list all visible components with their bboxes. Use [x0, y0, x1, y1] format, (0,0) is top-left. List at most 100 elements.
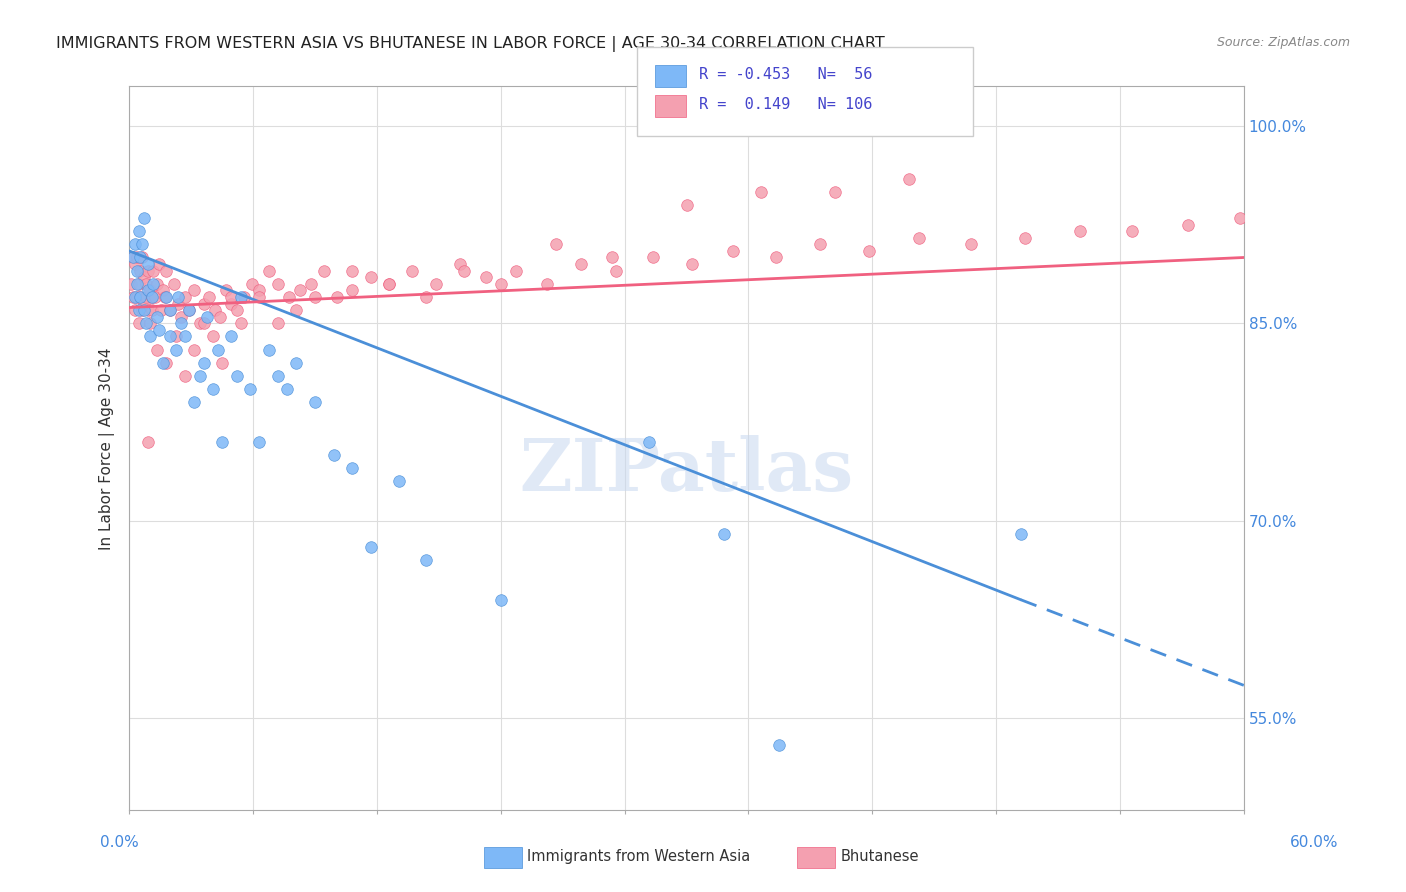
Point — [198, 290, 221, 304]
Point — [489, 277, 512, 291]
Text: ZIPatlas: ZIPatlas — [519, 434, 853, 506]
Point — [233, 290, 256, 304]
Text: Source: ZipAtlas.com: Source: ZipAtlas.com — [1216, 36, 1350, 49]
Point — [713, 527, 735, 541]
Point — [475, 270, 498, 285]
Point — [285, 356, 308, 370]
Point — [122, 251, 145, 265]
Point — [360, 540, 382, 554]
Point — [120, 277, 142, 291]
Point — [142, 263, 165, 277]
Point — [1121, 224, 1143, 238]
Point — [267, 368, 290, 383]
Point — [174, 290, 197, 304]
Point — [132, 296, 155, 310]
Point — [340, 284, 363, 298]
Point — [155, 263, 177, 277]
Point — [247, 290, 270, 304]
Point — [641, 251, 664, 265]
Point — [201, 382, 224, 396]
Point — [159, 303, 181, 318]
Point — [142, 277, 165, 291]
Point — [195, 310, 218, 324]
Point — [165, 329, 187, 343]
Point — [401, 263, 423, 277]
Point — [749, 185, 772, 199]
Text: R =  0.149   N= 106: R = 0.149 N= 106 — [699, 97, 872, 112]
Point — [132, 270, 155, 285]
Point — [221, 290, 243, 304]
Point — [204, 303, 226, 318]
Text: 0.0%: 0.0% — [100, 836, 139, 850]
Point — [146, 310, 169, 324]
Point — [153, 290, 176, 304]
Point — [378, 277, 401, 291]
Point — [193, 296, 215, 310]
Point — [267, 277, 290, 291]
Point — [425, 277, 447, 291]
Y-axis label: In Labor Force | Age 30-34: In Labor Force | Age 30-34 — [100, 347, 115, 549]
Point — [340, 461, 363, 475]
Point — [129, 263, 152, 277]
Point — [131, 237, 153, 252]
Point — [131, 303, 153, 318]
Point — [136, 263, 159, 277]
Point — [141, 290, 163, 304]
Text: 60.0%: 60.0% — [1291, 836, 1339, 850]
Point — [314, 263, 336, 277]
Point — [247, 434, 270, 449]
Point — [138, 329, 160, 343]
Point — [174, 329, 197, 343]
Point — [163, 277, 186, 291]
Point — [1069, 224, 1091, 238]
Point — [125, 290, 148, 304]
Point — [141, 303, 163, 318]
Point — [299, 277, 322, 291]
Point — [193, 316, 215, 330]
Point — [449, 257, 471, 271]
Point — [387, 475, 409, 489]
Point — [128, 224, 150, 238]
Point — [1177, 218, 1199, 232]
Point — [122, 251, 145, 265]
Point — [128, 316, 150, 330]
Point — [505, 263, 527, 277]
Point — [276, 382, 298, 396]
Point — [207, 343, 229, 357]
Point — [146, 277, 169, 291]
Point — [229, 316, 252, 330]
Point — [226, 368, 249, 383]
Point — [229, 290, 252, 304]
Point — [159, 303, 181, 318]
Point — [125, 251, 148, 265]
Point — [129, 290, 152, 304]
Point — [135, 316, 157, 330]
Point — [135, 290, 157, 304]
Point — [132, 303, 155, 318]
Point — [129, 251, 152, 265]
Point — [125, 277, 148, 291]
Point — [177, 303, 200, 318]
Point — [360, 270, 382, 285]
Point — [278, 290, 301, 304]
Point — [453, 263, 475, 277]
Point — [170, 310, 193, 324]
Point — [177, 303, 200, 318]
Point — [159, 329, 181, 343]
Point — [221, 296, 243, 310]
Point — [132, 211, 155, 225]
Point — [304, 395, 326, 409]
Point — [247, 284, 270, 298]
Point — [131, 251, 153, 265]
Point — [170, 316, 193, 330]
Point — [152, 356, 174, 370]
Point — [721, 244, 744, 258]
Point — [340, 263, 363, 277]
Point — [152, 284, 174, 298]
Point — [138, 284, 160, 298]
Point — [193, 356, 215, 370]
Point — [239, 382, 262, 396]
Point — [148, 257, 170, 271]
Point — [858, 244, 880, 258]
Point — [211, 434, 233, 449]
